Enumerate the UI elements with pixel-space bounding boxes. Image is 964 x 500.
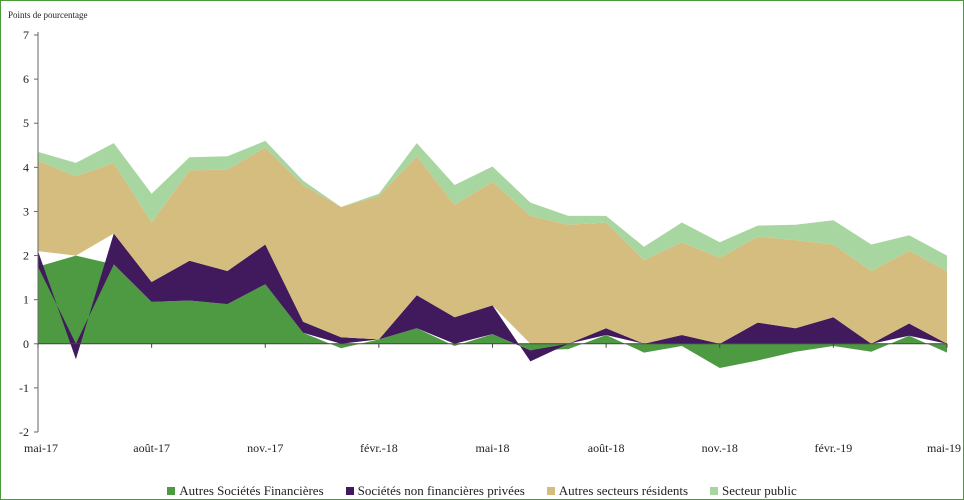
x-tick-label: mai-19 [927, 441, 961, 455]
y-tick-label: -2 [19, 425, 29, 439]
legend-label: Secteur public [722, 483, 797, 498]
x-tick-label: août-17 [133, 441, 170, 455]
legend-label: Sociétés non financières privées [357, 483, 525, 498]
area-layer [38, 140, 947, 368]
series-area-1 [38, 233, 947, 362]
legend-item: Autres secteurs résidents [546, 483, 689, 499]
x-tick-label: févr.-19 [815, 441, 853, 455]
x-tick-label: nov.-17 [247, 441, 283, 455]
legend-swatch [710, 487, 719, 495]
series-area-0 [38, 255, 947, 368]
y-axis-title: Points de pourcentage [8, 10, 87, 20]
legend-swatch [167, 487, 176, 495]
x-tick-label: mai-18 [476, 441, 510, 455]
legend-swatch [345, 487, 354, 495]
y-tick-label: 5 [23, 116, 29, 130]
legend-swatch [546, 487, 555, 495]
y-tick-label: 3 [23, 204, 29, 218]
x-tick-label: août-18 [588, 441, 625, 455]
y-tick-label: 2 [23, 249, 29, 263]
y-tick-label: 4 [23, 160, 29, 174]
legend: Autres Sociétés Financières Sociétés non … [0, 483, 964, 499]
stacked-area-chart: Points de pourcentage -2 -1 0 1 2 3 4 5 6 7 mai-17… [8, 10, 961, 455]
axes-layer: -2 -1 0 1 2 3 4 5 6 7 mai-17 août-17 nov.-17 févr.-18… [19, 28, 961, 455]
x-tick-label: févr.-18 [360, 441, 398, 455]
legend-label: Autres secteurs résidents [558, 483, 689, 498]
y-tick-label: 7 [23, 28, 29, 42]
y-tick-label: -1 [19, 381, 29, 395]
x-tick-label: mai-17 [24, 441, 58, 455]
legend-item: Secteur public [710, 483, 797, 499]
legend-label: Autres Sociétés Financières [179, 483, 324, 498]
x-tick-label: nov.-18 [702, 441, 738, 455]
legend-item: Autres Sociétés Financières [167, 483, 324, 499]
y-tick-label: 6 [23, 72, 29, 86]
series-area-3 [38, 140, 947, 271]
y-tick-label: 1 [23, 293, 29, 307]
series-area-2 [38, 147, 947, 344]
y-tick-label: 0 [23, 337, 29, 351]
legend-item: Sociétés non financières privées [345, 483, 525, 499]
